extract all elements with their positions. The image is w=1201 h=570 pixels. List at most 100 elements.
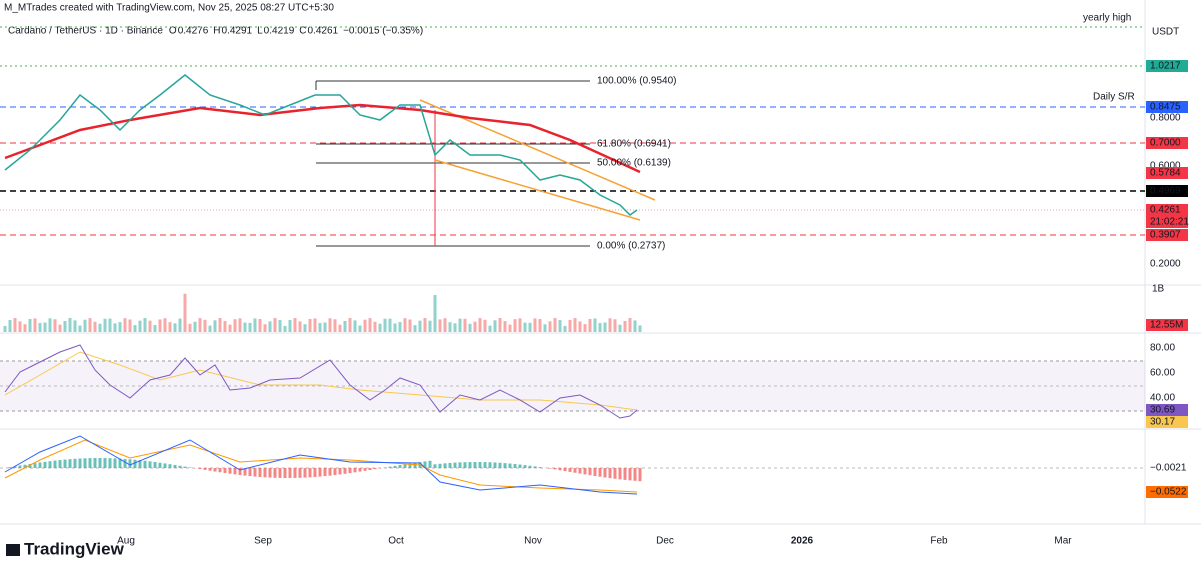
volume-bar xyxy=(428,320,432,332)
volume-bar xyxy=(63,321,67,332)
macd-bar xyxy=(578,468,582,474)
time-label: Feb xyxy=(930,536,948,547)
macd-bar xyxy=(568,468,572,472)
macd-bar xyxy=(478,462,482,468)
volume-bar xyxy=(473,321,477,332)
macd-tag-bg xyxy=(1146,486,1188,498)
volume-bar xyxy=(153,325,157,332)
price-tag: 0.7000 xyxy=(1150,138,1181,149)
volume-bar xyxy=(458,318,462,332)
macd-bar xyxy=(153,462,157,468)
macd-bar xyxy=(53,460,57,468)
macd-bar xyxy=(33,463,37,468)
macd-bar xyxy=(588,468,592,476)
volume-bar xyxy=(188,323,192,332)
volume-bar xyxy=(503,321,507,332)
macd-bar xyxy=(493,462,497,468)
macd-hist-tag: −0.0021 xyxy=(1150,463,1187,474)
volume-bar xyxy=(128,319,132,332)
price-tag: 21:02:21 xyxy=(1150,217,1189,228)
volume-bar xyxy=(568,319,572,332)
macd-bar xyxy=(293,468,297,478)
ohlc-item: 0.4291 xyxy=(222,26,253,37)
macd-bar xyxy=(598,468,602,477)
macd-bar xyxy=(13,466,17,468)
volume-bar xyxy=(498,318,502,332)
volume-bar xyxy=(288,320,292,332)
volume-bar xyxy=(243,322,247,332)
volume-bar xyxy=(318,322,322,332)
volume-bar xyxy=(28,318,32,332)
price-tag: 0.8000 xyxy=(1150,113,1181,124)
price-tag-bg xyxy=(1146,137,1188,149)
macd-bar xyxy=(513,464,517,468)
volume-bar xyxy=(263,324,267,332)
volume-bar xyxy=(13,318,17,332)
rsi-tag: 30.69 xyxy=(1150,405,1175,416)
macd-bar xyxy=(608,468,612,479)
macd-bar xyxy=(203,468,207,470)
macd-bar xyxy=(388,466,392,468)
volume-bar xyxy=(528,322,532,332)
macd-bar xyxy=(188,467,192,468)
macd-bar xyxy=(343,468,347,474)
volume-bar xyxy=(543,324,547,332)
levels xyxy=(0,26,1145,247)
volume-bar xyxy=(603,322,607,332)
price-tag-bg xyxy=(1146,204,1188,216)
volume-bar xyxy=(213,320,217,332)
volume-bar xyxy=(38,322,42,332)
macd-bar xyxy=(8,467,12,468)
volume-bar xyxy=(173,323,177,332)
volume-bar xyxy=(423,318,427,332)
volume-bar xyxy=(223,321,227,332)
macd-bar xyxy=(83,458,87,468)
macd-bar xyxy=(98,458,102,468)
price-tag-bg xyxy=(1146,216,1188,228)
macd-bar xyxy=(548,468,552,469)
rsi-tick: 80.00 xyxy=(1150,343,1175,354)
macd-bar xyxy=(183,466,187,468)
time-label: Nov xyxy=(524,536,542,547)
macd-bar xyxy=(573,468,577,473)
volume-bar xyxy=(593,318,597,332)
rsi-lines xyxy=(0,344,1145,419)
macd-bar xyxy=(123,458,127,468)
macd-bar xyxy=(48,461,52,468)
macd-bar xyxy=(28,463,32,468)
time-label: Mar xyxy=(1054,536,1072,547)
volume-bar xyxy=(348,318,352,332)
volume-bar xyxy=(208,325,212,332)
volume-bar xyxy=(328,318,332,332)
macd-bar xyxy=(198,468,202,470)
macd-bar xyxy=(133,459,137,468)
price-tag: 0.6000 xyxy=(1150,161,1181,172)
ohlc-header: Cardano / TetherUS · 1D · Binance O 0.4276… xyxy=(8,26,423,37)
macd-bar xyxy=(503,463,507,468)
macd-bar xyxy=(423,461,427,468)
volume-bar xyxy=(8,320,12,332)
macd-bar xyxy=(403,464,407,468)
volume-bar xyxy=(518,318,522,332)
macd-bar xyxy=(443,463,447,468)
volume-bar xyxy=(78,325,82,332)
volume-bar xyxy=(218,318,222,332)
macd-bar xyxy=(348,468,352,474)
pane-borders xyxy=(0,0,1201,525)
volume-bar xyxy=(558,320,562,332)
macd-bar xyxy=(353,468,357,473)
volume-bar xyxy=(103,318,107,332)
volume-bar xyxy=(548,321,552,332)
volume-bar xyxy=(638,325,642,332)
rsi-tag-bg xyxy=(1146,404,1188,416)
macd-bar xyxy=(108,458,112,468)
volume-bar xyxy=(488,325,492,332)
macd-bar xyxy=(438,463,442,468)
volume-bar xyxy=(478,318,482,332)
fib-label: 0.00% (0.2737) xyxy=(597,241,665,252)
ohlc-item: 0.4276 xyxy=(178,26,209,37)
price-tag-bg xyxy=(1146,167,1188,179)
macd-bar xyxy=(488,462,492,468)
volume-bar xyxy=(333,319,337,332)
volume-bar xyxy=(118,322,122,332)
